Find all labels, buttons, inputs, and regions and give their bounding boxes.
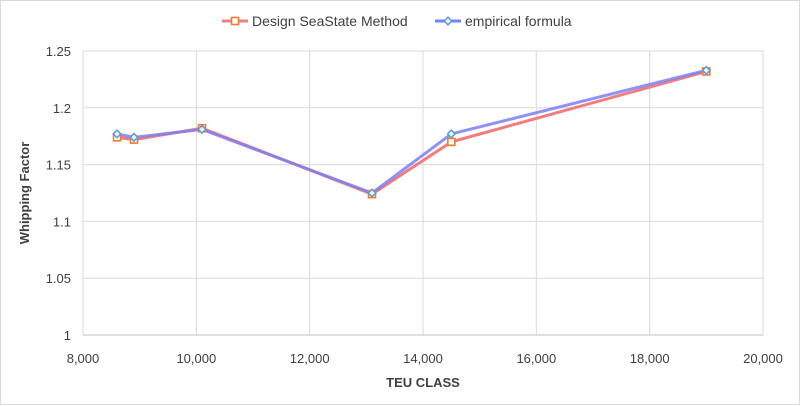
x-tick-label: 18,000 [630, 351, 670, 366]
x-axis-title: TEU CLASS [386, 375, 460, 390]
legend-label: Design SeaState Method [252, 13, 408, 29]
diamond-marker [112, 129, 122, 139]
diamond-marker [443, 16, 453, 26]
diamond-marker [367, 188, 377, 198]
gridlines [82, 50, 764, 336]
series-markers [112, 65, 712, 199]
square-marker [230, 16, 240, 26]
diamond-marker [197, 124, 207, 135]
y-tick-label: 1.15 [46, 158, 71, 173]
x-tick-label: 8,000 [67, 351, 100, 366]
x-tick-label: 14,000 [403, 351, 443, 366]
series-line-1 [116, 70, 707, 196]
y-axis-title: Whipping Factor [17, 142, 32, 245]
square-marker [447, 137, 456, 147]
diamond-marker [129, 132, 139, 143]
x-tick-label: 12,000 [290, 351, 330, 366]
x-tick-label: 16,000 [516, 351, 556, 366]
legend-label: empirical formula [465, 13, 572, 29]
y-tick-label: 1 [64, 328, 71, 343]
y-tick-label: 1.25 [46, 44, 71, 59]
x-tick-label: 20,000 [743, 351, 783, 366]
y-tick-label: 1.1 [53, 214, 71, 229]
diamond-marker [701, 65, 712, 76]
diamond-marker [446, 129, 457, 139]
legend: Design SeaState Method empirical formula [222, 13, 572, 29]
y-tick-label: 1.05 [46, 271, 71, 286]
x-tick-label: 10,000 [176, 351, 216, 366]
axes: 1 1.05 1.1 1.15 1.2 1.25 8,000 10,000 12,000 14,0… [46, 44, 783, 366]
y-tick-label: 1.2 [53, 101, 71, 116]
